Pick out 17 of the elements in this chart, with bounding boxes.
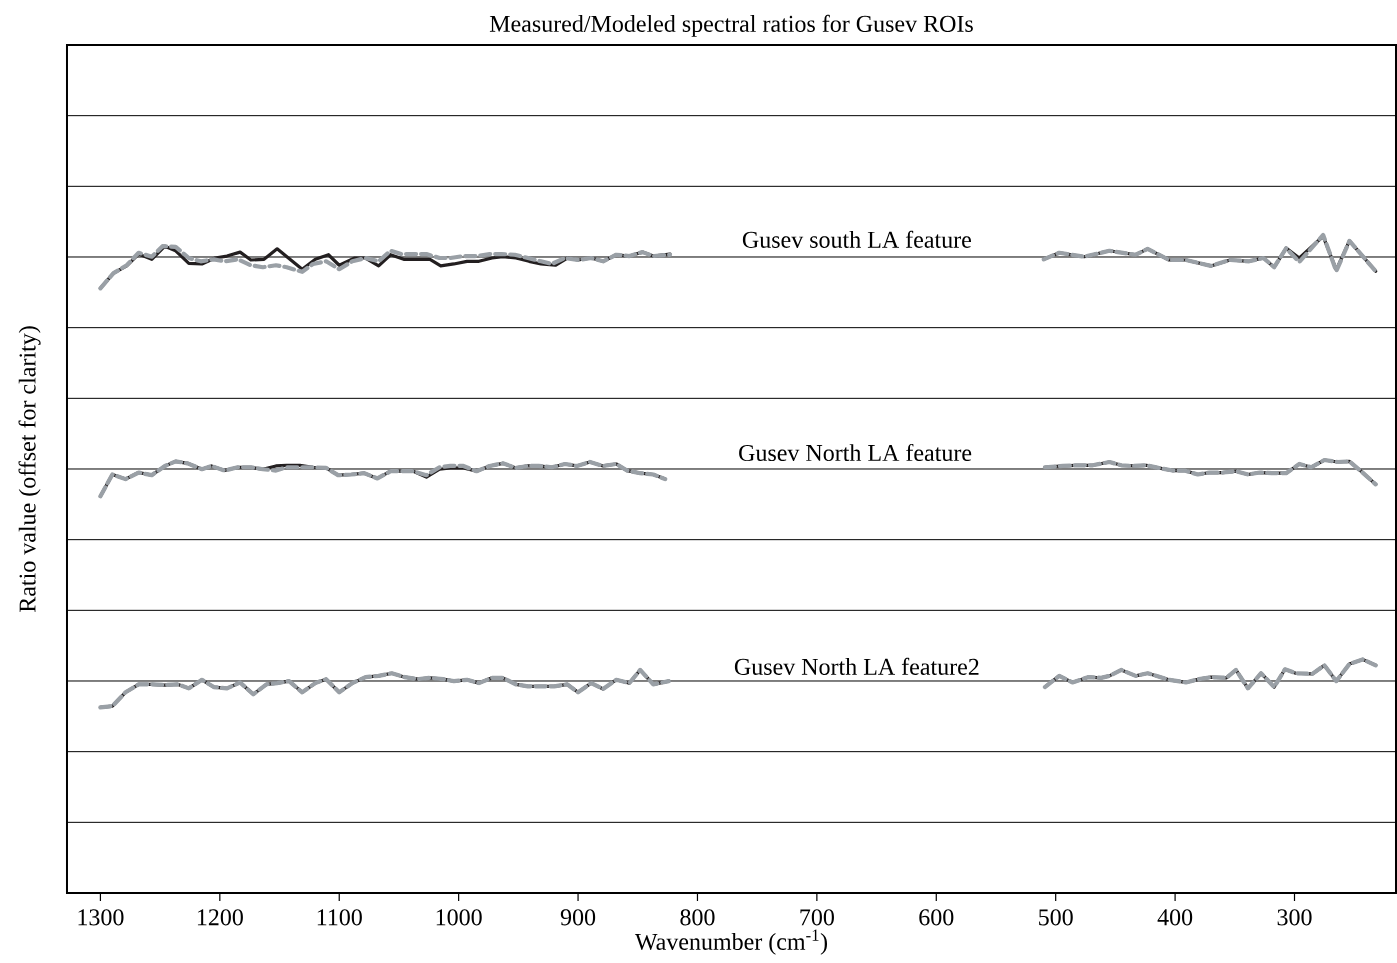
- x-tick-label: 600: [919, 909, 954, 926]
- annotation: Gusev North LA feature2: [734, 657, 979, 675]
- x-tick-label: 400: [1157, 909, 1193, 926]
- x-tick-label: 1200: [197, 909, 243, 926]
- annotation: Gusev south LA feature: [742, 230, 971, 248]
- y-axis-title: Ratio value (offset for clarity): [18, 326, 41, 613]
- x-tick-label: 900: [560, 909, 596, 926]
- x-tick-label: 1300: [78, 909, 124, 926]
- x-tick-label: 1100: [317, 909, 362, 926]
- x-tick-label: 300: [1277, 909, 1312, 926]
- chart-title: Measured/Modeled spectral ratios for Gusev ROIs: [489, 14, 973, 37]
- x-tick-label: 700: [800, 909, 834, 926]
- annotation: Gusev North LA feature: [739, 443, 972, 462]
- x-tick-label: 1000: [436, 909, 482, 926]
- x-axis-title: Wavenumber (cm$^{-1}$): [634, 929, 828, 955]
- x-tick-label: 500: [1039, 909, 1073, 926]
- x-tick-label: 800: [680, 909, 715, 926]
